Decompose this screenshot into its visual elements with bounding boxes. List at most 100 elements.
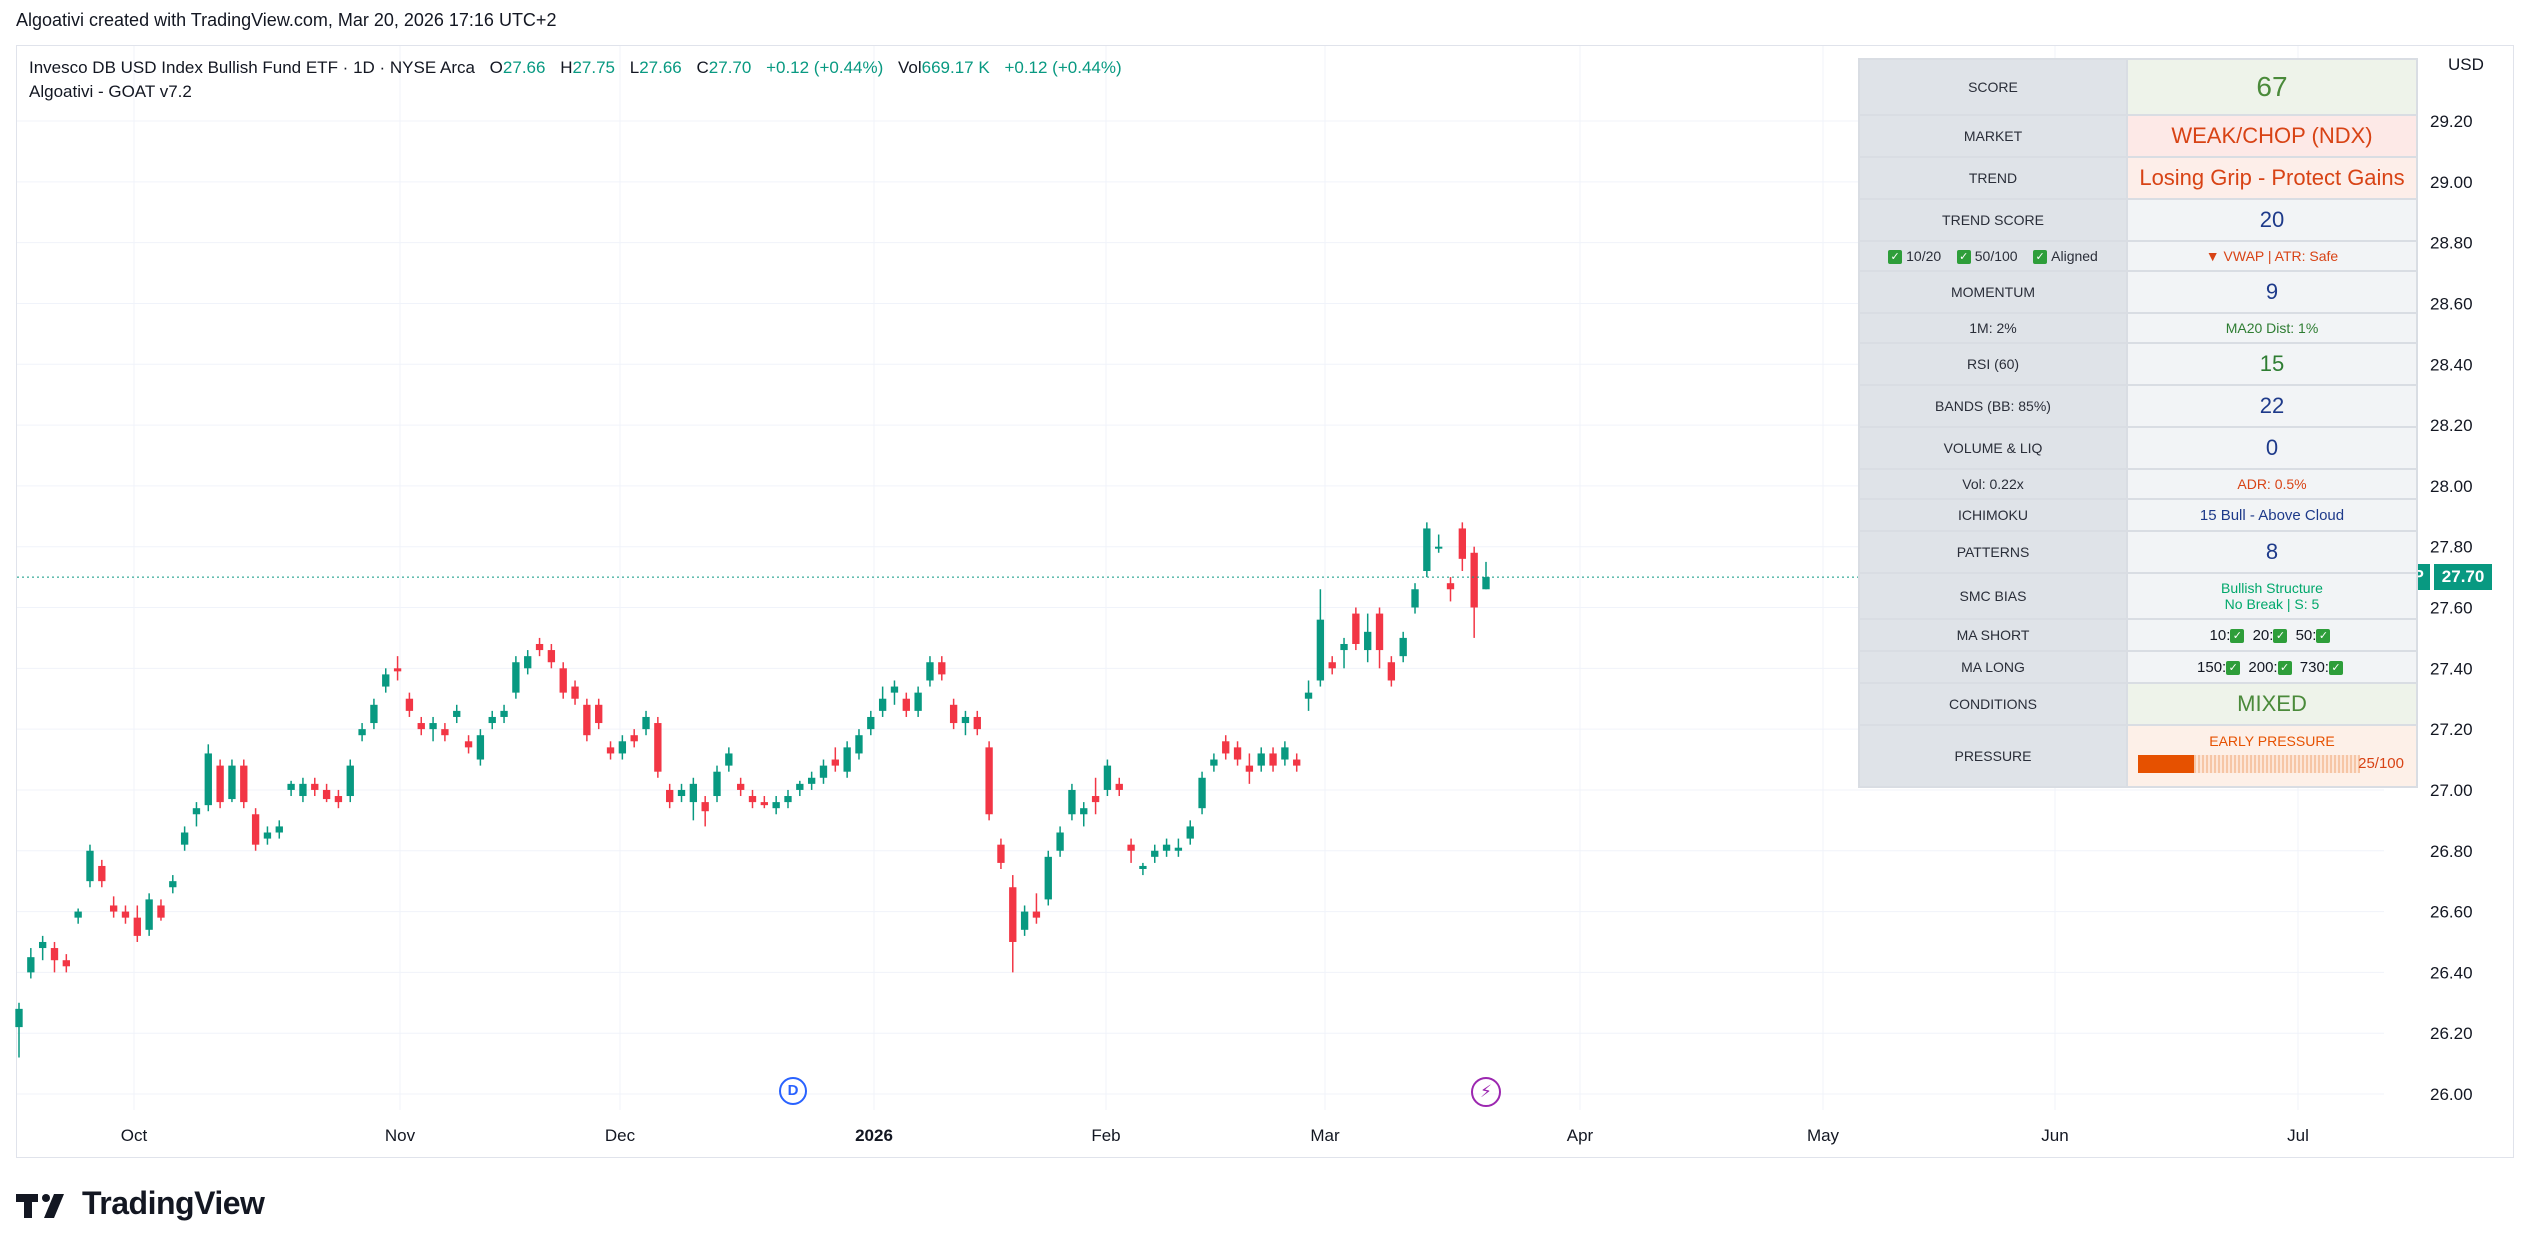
candle-body (1328, 662, 1336, 669)
candle-body (382, 674, 390, 687)
candle-body (938, 662, 946, 675)
candle-body (1139, 865, 1147, 869)
indicator-dashboard: SCORE 67 MARKET WEAK/CHOP (NDX) TREND Lo… (1858, 58, 2418, 788)
candle-body (1387, 662, 1396, 681)
y-tick-label: 26.60 (2430, 903, 2473, 922)
check-50-100: 50/100 (1974, 247, 2018, 264)
candle-body (1375, 613, 1384, 651)
trend-key: TREND (1858, 156, 2128, 200)
market-key: MARKET (1858, 114, 2128, 158)
candle-body (1162, 844, 1171, 851)
candle-body (1435, 546, 1443, 549)
candle-body (1364, 631, 1372, 651)
candle-body (311, 783, 319, 790)
candle-body (263, 832, 272, 839)
ma-long-value: 150: ✓ 200: ✓ 730: ✓ (2126, 650, 2418, 684)
trend-value: Losing Grip - Protect Gains (2126, 156, 2418, 200)
ma-checks: ✓ 10/20 ✓ 50/100 ✓ Aligned (1858, 240, 2128, 272)
candle-body (547, 650, 556, 663)
y-tick-label: 28.60 (2430, 294, 2473, 313)
candle-body (784, 796, 792, 803)
momentum-value: 9 (2126, 270, 2418, 314)
candle-body (275, 826, 283, 833)
candle-body (843, 747, 851, 772)
candle-body (1233, 747, 1242, 760)
symbol-text[interactable]: Invesco DB USD Index Bullish Fund ETF · … (29, 58, 475, 77)
x-tick-label: Feb (1091, 1126, 1120, 1145)
candle-body (713, 771, 721, 797)
price-change: +0.12 (+0.44%) (766, 58, 884, 77)
tradingview-logo: TradingView (16, 1185, 265, 1222)
candle-body (524, 656, 532, 669)
candle-body (985, 747, 993, 815)
candle-body (571, 686, 579, 699)
candle-body (1340, 643, 1348, 651)
candle-body (1044, 856, 1052, 900)
candle-body (595, 704, 603, 724)
ichimoku-value: 15 Bull - Above Cloud (2126, 498, 2418, 532)
ma-short-key: MA SHORT (1858, 618, 2128, 652)
indicator-name[interactable]: Algoativi - GOAT v7.2 (29, 82, 192, 101)
candle-body (737, 783, 745, 790)
ma-long-200: 200: (2248, 658, 2278, 676)
candle-body (1174, 847, 1183, 851)
candle-body (86, 850, 94, 882)
candle-body (1115, 783, 1123, 790)
adr-value: ADR: 0.5% (2126, 468, 2418, 500)
candle-body (902, 698, 910, 711)
candle-body (878, 698, 887, 711)
candle-body (1269, 753, 1277, 766)
y-tick-label: 26.40 (2430, 963, 2473, 982)
ma-short-50: 50: (2295, 626, 2317, 644)
chart-frame[interactable] (16, 45, 2514, 1158)
candle-body (1151, 850, 1159, 857)
pressure-text: 25/100 (2358, 755, 2404, 772)
volume-label: Vol (898, 58, 922, 77)
rsi-value: 15 (2126, 342, 2418, 386)
x-tick-label: Jul (2287, 1126, 2309, 1145)
ma20-distance: MA20 Dist: 1% (2126, 312, 2418, 344)
candle-body (145, 899, 153, 930)
x-tick-label: Oct (121, 1126, 148, 1145)
candle-body (512, 662, 520, 693)
candle-body (334, 796, 343, 803)
check-icon: ✓ (1956, 250, 1971, 265)
high-label: H (560, 58, 573, 77)
y-tick-label: 27.40 (2430, 659, 2473, 678)
candle-body (228, 765, 236, 800)
candle-body (890, 686, 899, 693)
candle-body (1458, 528, 1467, 559)
candle-body (1020, 911, 1029, 930)
candle-body (133, 917, 141, 936)
y-tick-label: 27.20 (2430, 720, 2473, 739)
candle-body (583, 704, 591, 736)
check-icon: ✓ (2328, 660, 2343, 675)
smc-break: No Break | S: 5 (2224, 596, 2320, 612)
ma-short-20: 20: (2252, 626, 2274, 644)
candle-body (1257, 753, 1265, 766)
candle-body (287, 783, 295, 790)
y-tick-label: 27.00 (2430, 781, 2473, 800)
candle-body (701, 802, 709, 812)
candle-body (299, 783, 307, 797)
y-tick-label: 26.80 (2430, 842, 2473, 861)
candle-body (38, 941, 47, 949)
trend-score-key: TREND SCORE (1858, 198, 2128, 242)
candle-body (914, 692, 922, 711)
candle-body (27, 957, 35, 973)
ma-long-150: 150: (2197, 658, 2227, 676)
y-tick-label: 29.00 (2430, 173, 2473, 192)
patterns-key: PATTERNS (1858, 530, 2128, 574)
earnings-event-icon[interactable]: ⚡ (1471, 1077, 1501, 1107)
check-icon: ✓ (2226, 660, 2241, 675)
candle-body (1032, 911, 1041, 918)
candle-body (500, 710, 508, 717)
candle-body (997, 844, 1005, 863)
candle-body (1186, 826, 1194, 839)
candle-body (109, 905, 118, 912)
open-label: O (489, 58, 503, 77)
currency-label[interactable]: USD (2448, 55, 2484, 74)
candle-body (98, 865, 106, 882)
dividend-event-icon[interactable]: D (779, 1077, 807, 1105)
chart-title: Algoativi created with TradingView.com, … (16, 10, 557, 30)
